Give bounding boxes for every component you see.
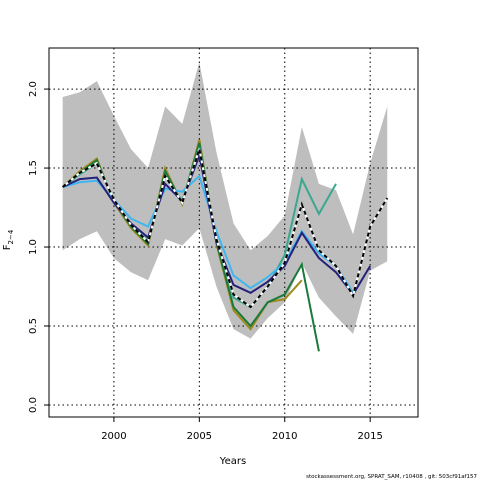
y-tick-label: 1.0 bbox=[28, 239, 39, 255]
confidence-band bbox=[62, 62, 388, 339]
y-label-main: F bbox=[2, 244, 13, 250]
y-tick-label: 2.0 bbox=[28, 81, 39, 97]
y-tick-label: 1.5 bbox=[28, 160, 39, 176]
x-tick-label: 2010 bbox=[272, 431, 297, 442]
y-label-subscript: 2−4 bbox=[7, 229, 15, 244]
y-tick-label: 0.0 bbox=[28, 397, 39, 413]
x-tick-label: 2000 bbox=[101, 431, 126, 442]
y-axis-label: F2−4 bbox=[2, 229, 15, 250]
plot-frame bbox=[48, 47, 419, 418]
x-tick-label: 2005 bbox=[187, 431, 212, 442]
x-tick-label: 2015 bbox=[357, 431, 382, 442]
series-line bbox=[62, 148, 389, 309]
y-tick-label: 0.5 bbox=[28, 318, 39, 334]
footer: stockassessment.org, SPRAT_SAM, r10408 ,… bbox=[306, 474, 477, 480]
x-axis-label: Years bbox=[219, 456, 246, 467]
